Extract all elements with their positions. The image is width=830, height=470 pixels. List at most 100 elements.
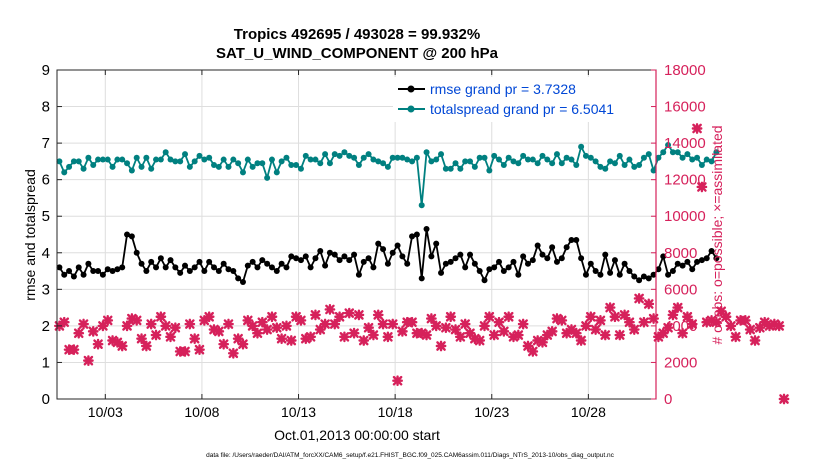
data-point [553, 258, 560, 265]
data-point [418, 275, 425, 282]
data-point [597, 271, 604, 278]
data-point [336, 152, 343, 159]
data-point [433, 156, 440, 163]
data-point [235, 275, 242, 282]
data-point [496, 258, 503, 265]
obs-marker [319, 318, 331, 330]
data-point [631, 163, 638, 170]
data-point [462, 158, 469, 165]
obs-marker [691, 123, 703, 134]
x-tick-label: 10/23 [474, 404, 509, 420]
obs-marker [609, 311, 621, 323]
y-right-tick-label: 12000 [664, 172, 706, 189]
obs-marker [701, 316, 713, 328]
data-point [109, 163, 116, 170]
obs-marker [739, 315, 751, 326]
data-point [602, 251, 609, 258]
y-right-tick-label: 8000 [664, 245, 697, 262]
data-point [505, 264, 512, 271]
data-point [317, 247, 324, 254]
obs-marker [87, 325, 99, 337]
obs-marker [648, 313, 659, 324]
data-point [442, 165, 449, 172]
data-point [438, 151, 445, 158]
data-point [626, 156, 633, 163]
data-point [206, 154, 213, 161]
obs-marker [169, 322, 181, 334]
y-left-tick-label: 3 [42, 281, 50, 298]
chart-subtitle: SAT_U_WIND_COMPONENT @ 200 hPa [216, 45, 499, 62]
data-point [510, 258, 517, 265]
data-point [694, 258, 701, 265]
data-point [104, 156, 111, 163]
data-point [491, 264, 498, 271]
data-point [384, 260, 391, 267]
obs-marker [633, 293, 645, 304]
data-series [54, 123, 790, 405]
data-point [351, 251, 358, 258]
data-point [592, 268, 599, 275]
obs-marker [189, 333, 201, 345]
data-point [206, 258, 213, 265]
y-right-tick-label: 10000 [664, 208, 706, 225]
data-point [302, 253, 309, 260]
data-point [413, 154, 420, 161]
data-point [713, 149, 720, 156]
series-2 [54, 123, 790, 405]
obs-marker [454, 331, 466, 343]
data-point [399, 154, 406, 161]
data-point [331, 151, 338, 158]
obs-marker [686, 318, 698, 330]
data-point [278, 158, 285, 165]
obs-marker [556, 315, 568, 326]
data-point [428, 253, 435, 260]
data-point [467, 251, 474, 258]
obs-marker [281, 320, 292, 332]
data-point [201, 156, 208, 163]
data-point [607, 269, 614, 276]
data-point [428, 158, 435, 165]
obs-marker [179, 346, 191, 357]
data-point [553, 151, 560, 158]
data-point [529, 156, 536, 163]
data-point [573, 162, 580, 169]
data-point [225, 266, 232, 273]
y-left-tick-label: 9 [42, 62, 50, 79]
x-tick-label: 10/03 [88, 404, 123, 420]
data-point [360, 154, 367, 161]
data-point [636, 277, 643, 284]
data-point [404, 260, 411, 267]
obs-marker [227, 347, 239, 359]
data-point [177, 158, 184, 165]
data-point [549, 244, 556, 251]
data-point [331, 251, 338, 258]
data-point [268, 156, 275, 163]
data-point [438, 269, 445, 276]
data-point [640, 273, 647, 280]
data-point [128, 233, 135, 240]
data-point [616, 271, 623, 278]
x-tick-label: 10/08 [184, 404, 219, 420]
data-point [524, 260, 531, 267]
data-point [423, 149, 430, 156]
data-point [273, 169, 280, 176]
data-point [476, 268, 483, 275]
obs-marker [590, 324, 602, 335]
obs-marker [73, 327, 85, 339]
data-point [655, 266, 662, 273]
obs-marker [97, 320, 109, 332]
data-point [524, 156, 531, 163]
obs-marker [310, 309, 321, 321]
data-point [563, 154, 570, 161]
data-point [582, 152, 589, 159]
data-point [148, 258, 155, 265]
data-point [592, 158, 599, 165]
data-point [418, 202, 425, 209]
obs-marker [377, 318, 389, 330]
data-point [191, 158, 198, 165]
y-left-tick-label: 0 [42, 391, 50, 408]
obs-marker [136, 333, 147, 345]
obs-marker [744, 324, 756, 335]
data-point [153, 264, 160, 271]
